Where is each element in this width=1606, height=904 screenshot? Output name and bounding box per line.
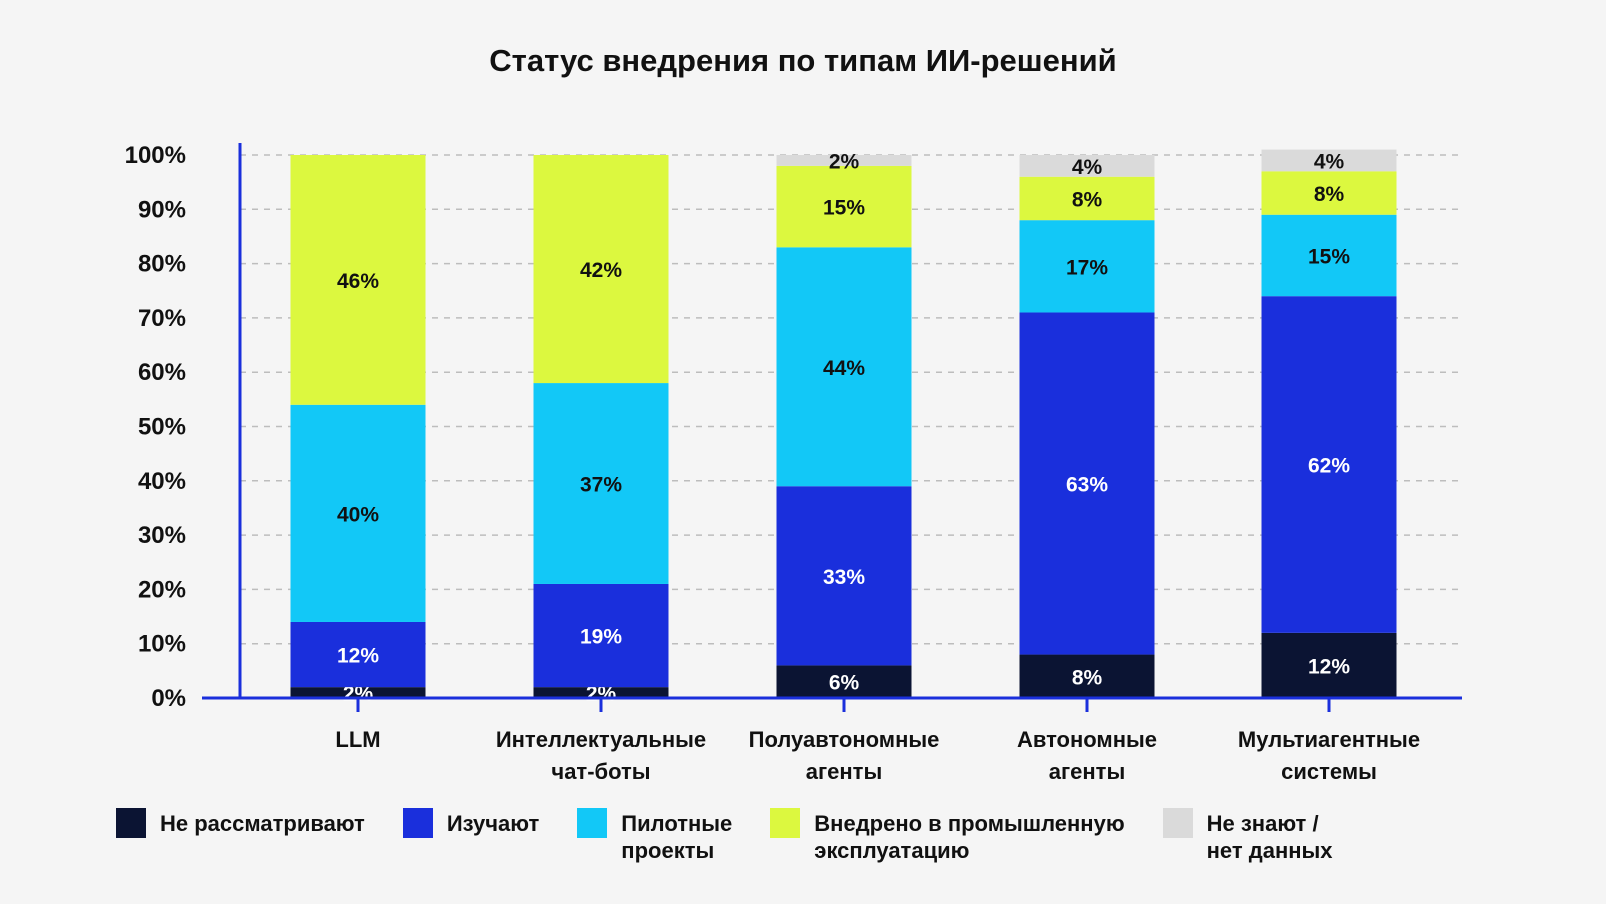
bar-segment: [1261, 632, 1397, 698]
bar-segment: [533, 583, 669, 688]
data-label: 2%: [586, 683, 617, 706]
bar-segment: [1019, 220, 1155, 313]
data-label: 4%: [1072, 156, 1103, 179]
bar-segment: [776, 165, 912, 248]
legend-item: Не рассматривают: [116, 808, 365, 838]
legend-swatch: [116, 808, 146, 838]
legend: Не рассматривают Изучают Пилотные проекты Вн…: [116, 808, 1371, 864]
bar-segment: [290, 621, 426, 688]
y-tick-label: 10%: [138, 631, 186, 658]
data-label: 40%: [337, 503, 379, 526]
bar-segment: [1019, 654, 1155, 698]
y-tick-label: 70%: [138, 305, 186, 332]
category-label: Полуавтономные агенты: [749, 727, 940, 784]
data-label: 6%: [829, 672, 860, 695]
data-label: 12%: [1308, 655, 1350, 678]
legend-swatch: [1162, 808, 1193, 838]
bar-segment: [533, 687, 669, 698]
legend-swatch: [770, 808, 801, 838]
chart-title: Статус внедрения по типам ИИ-решений: [489, 43, 1116, 78]
bar-segment: [290, 404, 426, 622]
bar-segment: [1261, 171, 1397, 215]
legend-item: Не знают / нет данных: [1162, 808, 1333, 864]
data-label: 2%: [829, 150, 860, 173]
y-tick-label: 20%: [138, 576, 186, 603]
legend-label: Внедрено в промышленную эксплуатацию: [814, 811, 1125, 863]
bar-segment: [776, 665, 912, 698]
legend-label: Не знают / нет данных: [1206, 811, 1333, 863]
data-label: 15%: [1308, 245, 1350, 268]
legend-label: Пилотные проекты: [621, 811, 733, 863]
legend-item: Внедрено в промышленную эксплуатацию: [770, 808, 1125, 864]
bar-segment: [1019, 155, 1155, 177]
bar-segment: [1261, 296, 1397, 633]
data-label: 17%: [1066, 256, 1108, 279]
bar-segment: [533, 155, 669, 384]
bar-segment: [290, 155, 426, 405]
data-label: 8%: [1072, 666, 1103, 689]
legend-swatch: [402, 808, 433, 838]
axes: [202, 143, 1462, 712]
bar-segment: [1019, 312, 1155, 655]
data-label: 2%: [343, 683, 374, 706]
legend-label: Изучают: [446, 811, 540, 836]
bars: 2% 12% 40% 46% 2% 19% 37% 42% 6% 33% 44% 15% 2% 8% 63%…: [290, 149, 1397, 706]
data-label: 4%: [1314, 150, 1345, 173]
category-label: LLM: [335, 727, 380, 752]
legend-label: Не рассматривают: [160, 811, 365, 836]
data-label: 62%: [1308, 455, 1350, 478]
category-label: Мультиагентные системы: [1238, 727, 1420, 784]
data-label: 46%: [337, 270, 379, 293]
category-label: Автономные агенты: [1017, 727, 1157, 784]
data-label: 33%: [823, 566, 865, 589]
data-label: 44%: [823, 357, 865, 380]
y-tick-label: 30%: [138, 522, 186, 549]
data-label: 42%: [580, 259, 622, 282]
data-label: 8%: [1314, 183, 1345, 206]
bar-segment: [1019, 176, 1155, 221]
y-tick-label: 80%: [138, 251, 186, 278]
y-tick-label: 40%: [138, 468, 186, 495]
x-axis-labels: LLM Интеллектуальные чат-боты Полуавтономны…: [335, 727, 1420, 784]
y-tick-label: 60%: [138, 359, 186, 386]
bar-segment: [1261, 214, 1397, 297]
bar-segment: [776, 486, 912, 666]
y-tick-label: 100%: [125, 142, 186, 169]
data-label: 63%: [1066, 474, 1108, 497]
bar-segment: [533, 383, 669, 584]
bar-segment: [776, 247, 912, 487]
data-label: 37%: [580, 474, 622, 497]
legend-item: Пилотные проекты: [577, 808, 733, 864]
category-label: Интеллектуальные чат-боты: [496, 727, 706, 784]
data-label: 12%: [337, 645, 379, 668]
y-axis-ticks: 0% 10% 20% 30% 40% 50% 60% 70% 80% 90% 100%: [125, 142, 186, 712]
bar-segment: [776, 155, 912, 166]
legend-swatch: [577, 808, 608, 838]
data-label: 15%: [823, 197, 865, 220]
y-tick-label: 90%: [138, 196, 186, 223]
bar-segment: [1261, 149, 1397, 172]
data-label: 8%: [1072, 188, 1103, 211]
data-label: 19%: [580, 626, 622, 649]
legend-item: Изучают: [402, 808, 540, 838]
bar-segment: [290, 687, 426, 698]
y-tick-label: 50%: [138, 414, 186, 441]
y-tick-label: 0%: [151, 685, 186, 712]
